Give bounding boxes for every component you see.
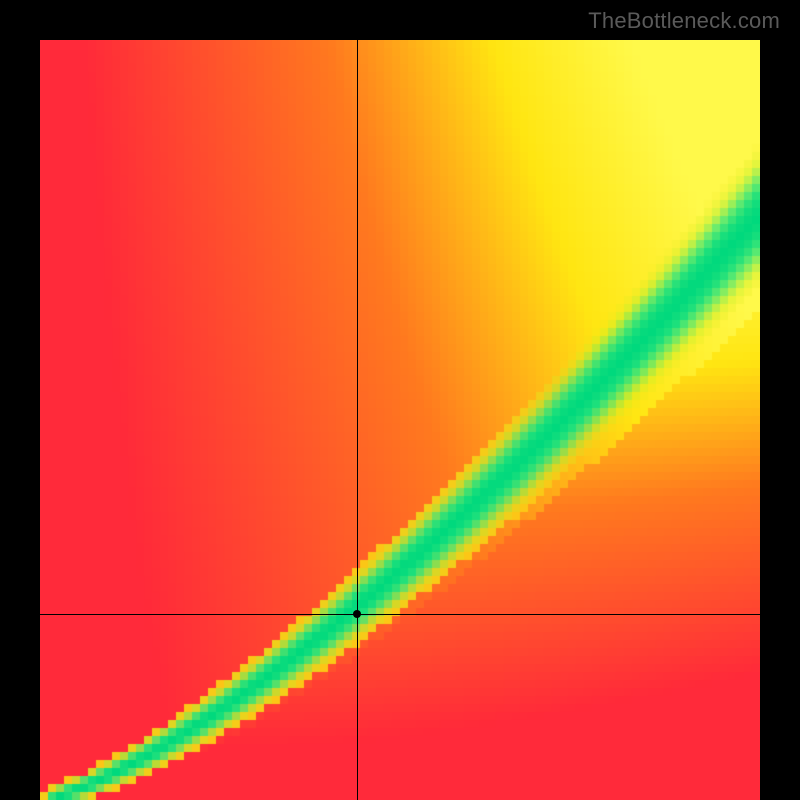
heatmap-canvas xyxy=(40,40,760,800)
plot-area xyxy=(40,40,760,800)
crosshair-horizontal xyxy=(40,614,760,615)
crosshair-vertical xyxy=(357,40,358,800)
chart-container: TheBottleneck.com xyxy=(0,0,800,800)
crosshair-marker xyxy=(353,610,361,618)
watermark-text: TheBottleneck.com xyxy=(588,8,780,34)
